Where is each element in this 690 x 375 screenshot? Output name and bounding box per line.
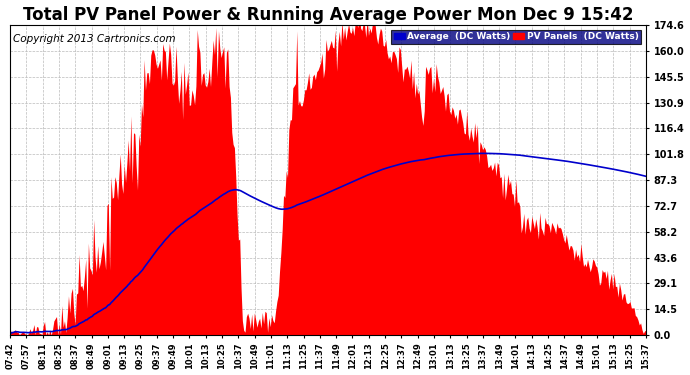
Title: Total PV Panel Power & Running Average Power Mon Dec 9 15:42: Total PV Panel Power & Running Average P… — [23, 6, 633, 24]
Legend: Average  (DC Watts), PV Panels  (DC Watts): Average (DC Watts), PV Panels (DC Watts) — [391, 30, 642, 44]
Text: Copyright 2013 Cartronics.com: Copyright 2013 Cartronics.com — [13, 34, 176, 44]
